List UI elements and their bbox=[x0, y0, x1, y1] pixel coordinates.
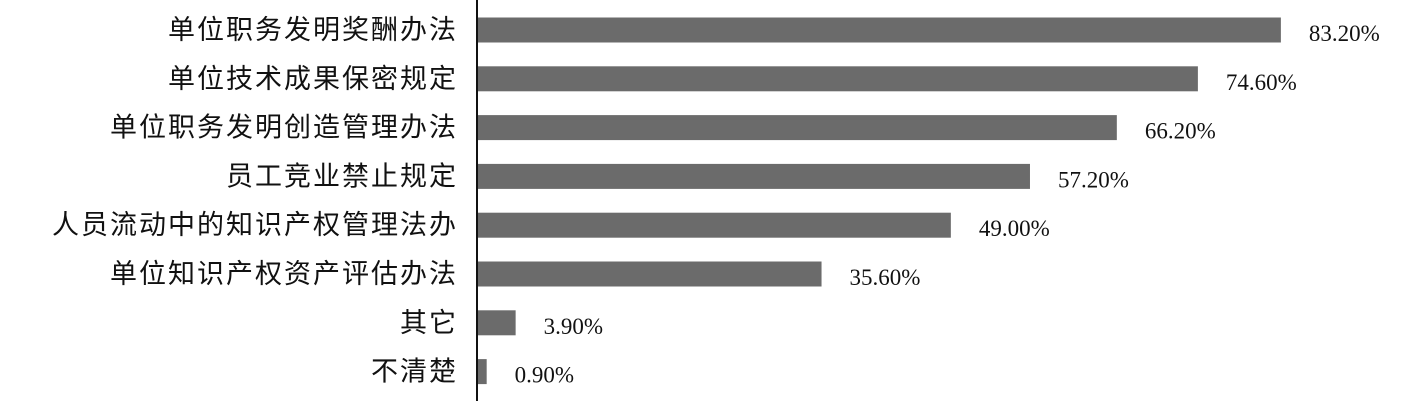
bar-2 bbox=[478, 115, 1117, 141]
value-label-1: 74.60% bbox=[1226, 70, 1297, 95]
bar-0 bbox=[478, 17, 1281, 43]
bar-6 bbox=[478, 310, 516, 336]
bar-5 bbox=[478, 261, 822, 287]
category-label-5: 单位知识产权资产评估办法 bbox=[110, 259, 458, 290]
bar-1 bbox=[478, 66, 1198, 92]
category-labels-group: 单位职务发明奖酬办法单位技术成果保密规定单位职务发明创造管理办法员工竞业禁止规定… bbox=[52, 15, 458, 388]
category-label-1: 单位技术成果保密规定 bbox=[168, 64, 458, 95]
value-label-7: 0.90% bbox=[515, 363, 574, 388]
value-label-0: 83.20% bbox=[1309, 21, 1380, 46]
value-labels-group: 83.20% 74.60% 66.20% 57.20% 49.00% 35.60% 3.90… bbox=[515, 21, 1380, 388]
value-label-6: 3.90% bbox=[544, 314, 603, 339]
category-label-0: 单位职务发明奖酬办法 bbox=[168, 15, 458, 46]
bar-7 bbox=[478, 359, 487, 385]
category-label-7: 不清楚 bbox=[371, 357, 458, 388]
bar-3 bbox=[478, 163, 1030, 189]
value-label-3: 57.20% bbox=[1058, 167, 1129, 192]
value-label-2: 66.20% bbox=[1145, 119, 1216, 144]
value-label-5: 35.60% bbox=[850, 265, 921, 290]
category-label-3: 员工竞业禁止规定 bbox=[226, 161, 458, 192]
value-label-4: 49.00% bbox=[979, 216, 1050, 241]
category-label-6: 其它 bbox=[400, 308, 458, 339]
bars-group bbox=[478, 17, 1281, 385]
bar-4 bbox=[478, 212, 951, 238]
category-label-2: 单位职务发明创造管理办法 bbox=[110, 113, 458, 144]
category-label-4: 人员流动中的知识产权管理法办 bbox=[52, 210, 458, 241]
